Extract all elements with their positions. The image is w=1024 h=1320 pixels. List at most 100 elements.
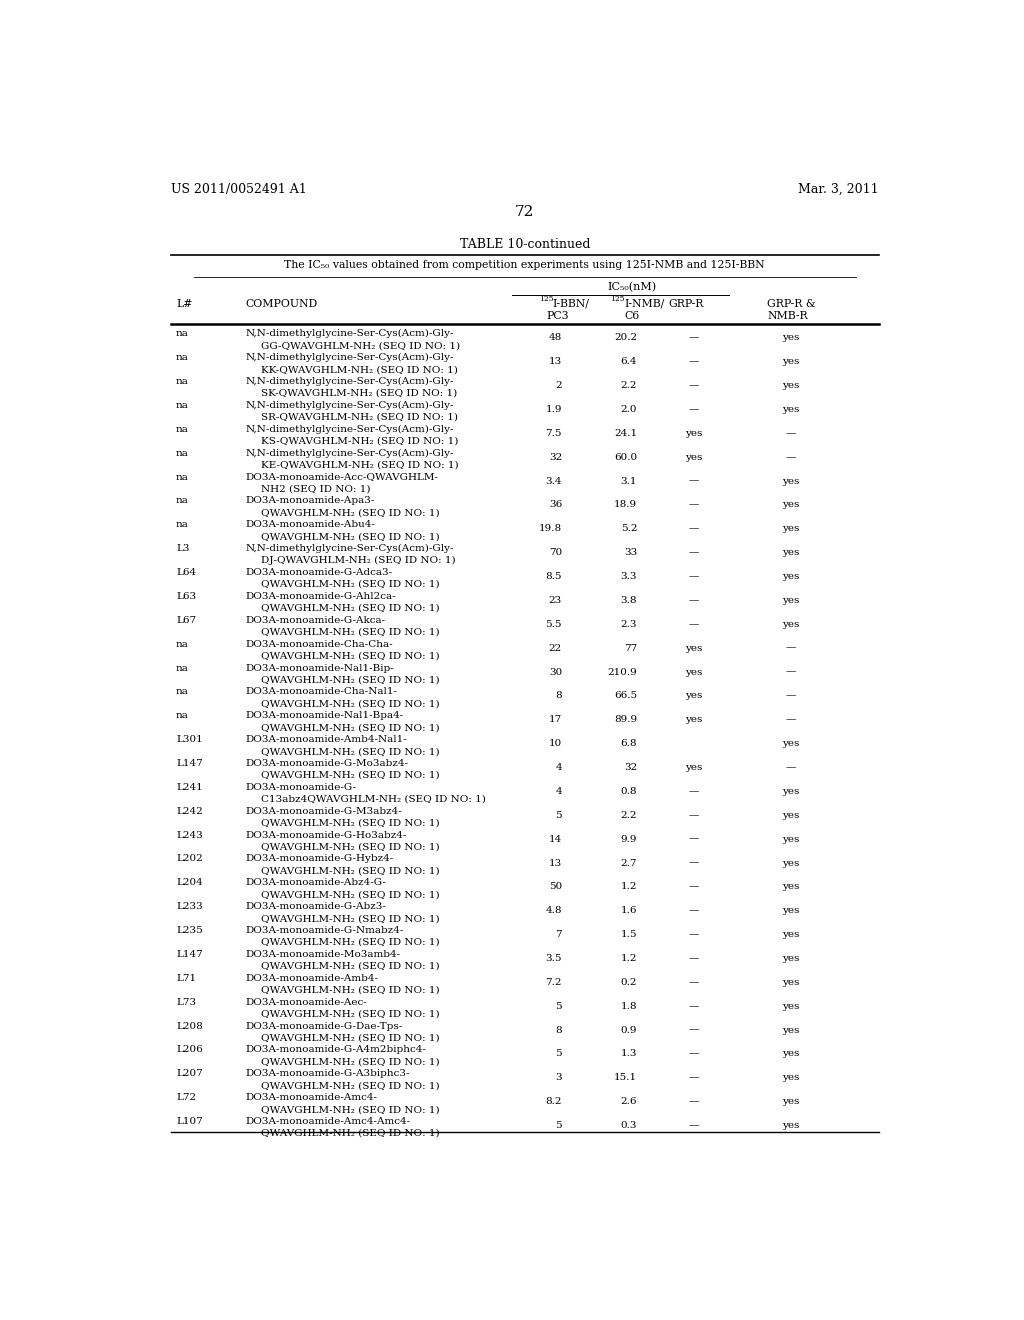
Text: 2.2: 2.2 [621,810,637,820]
Text: L243: L243 [176,830,203,840]
Text: —: — [688,595,699,605]
Text: DO3A-monoamide-Cha-Nal1-: DO3A-monoamide-Cha-Nal1- [246,688,397,697]
Text: DO3A-monoamide-Mo3amb4-: DO3A-monoamide-Mo3amb4- [246,950,401,958]
Text: yes: yes [685,644,702,652]
Text: yes: yes [782,1121,800,1130]
Text: yes: yes [782,405,800,414]
Text: 2.7: 2.7 [621,858,637,867]
Text: GG-QWAVGHLM-NH₂ (SEQ ID NO: 1): GG-QWAVGHLM-NH₂ (SEQ ID NO: 1) [261,342,461,350]
Text: 66.5: 66.5 [614,692,637,701]
Text: QWAVGHLM-NH₂ (SEQ ID NO: 1): QWAVGHLM-NH₂ (SEQ ID NO: 1) [261,771,440,780]
Text: na: na [176,496,188,506]
Text: N,N-dimethylglycine-Ser-Cys(Acm)-Gly-: N,N-dimethylglycine-Ser-Cys(Acm)-Gly- [246,330,455,338]
Text: I-BBN/: I-BBN/ [553,298,590,309]
Text: yes: yes [782,810,800,820]
Text: 2.2: 2.2 [621,381,637,391]
Text: SR-QWAVGHLM-NH₂ (SEQ ID NO: 1): SR-QWAVGHLM-NH₂ (SEQ ID NO: 1) [261,413,459,422]
Text: QWAVGHLM-NH₂ (SEQ ID NO: 1): QWAVGHLM-NH₂ (SEQ ID NO: 1) [261,723,440,733]
Text: 17: 17 [549,715,562,725]
Text: DO3A-monoamide-G-A3biphc3-: DO3A-monoamide-G-A3biphc3- [246,1069,411,1078]
Text: yes: yes [782,548,800,557]
Text: yes: yes [782,787,800,796]
Text: yes: yes [685,715,702,725]
Text: 3.3: 3.3 [621,572,637,581]
Text: 70: 70 [549,548,562,557]
Text: 4: 4 [555,763,562,772]
Text: US 2011/0052491 A1: US 2011/0052491 A1 [171,183,306,197]
Text: yes: yes [685,668,702,677]
Text: yes: yes [782,358,800,366]
Text: yes: yes [782,477,800,486]
Text: QWAVGHLM-NH₂ (SEQ ID NO: 1): QWAVGHLM-NH₂ (SEQ ID NO: 1) [261,1129,440,1138]
Text: N,N-dimethylglycine-Ser-Cys(Acm)-Gly-: N,N-dimethylglycine-Ser-Cys(Acm)-Gly- [246,378,455,387]
Text: 5: 5 [555,1121,562,1130]
Text: 32: 32 [624,763,637,772]
Text: yes: yes [782,834,800,843]
Text: 7.2: 7.2 [546,978,562,987]
Text: —: — [688,882,699,891]
Text: DO3A-monoamide-G-: DO3A-monoamide-G- [246,783,356,792]
Text: yes: yes [782,1097,800,1106]
Text: —: — [688,787,699,796]
Text: QWAVGHLM-NH₂ (SEQ ID NO: 1): QWAVGHLM-NH₂ (SEQ ID NO: 1) [261,1057,440,1067]
Text: L64: L64 [176,568,197,577]
Text: yes: yes [782,1073,800,1082]
Text: 3.4: 3.4 [546,477,562,486]
Text: DO3A-monoamide-G-A4m2biphc4-: DO3A-monoamide-G-A4m2biphc4- [246,1045,427,1055]
Text: 48: 48 [549,334,562,342]
Text: IC₅₀(nM): IC₅₀(nM) [607,282,656,293]
Text: C6: C6 [624,312,639,321]
Text: —: — [688,524,699,533]
Text: QWAVGHLM-NH₂ (SEQ ID NO: 1): QWAVGHLM-NH₂ (SEQ ID NO: 1) [261,939,440,946]
Text: SK-QWAVGHLM-NH₂ (SEQ ID NO: 1): SK-QWAVGHLM-NH₂ (SEQ ID NO: 1) [261,389,458,399]
Text: DO3A-monoamide-Acc-QWAVGHLM-: DO3A-monoamide-Acc-QWAVGHLM- [246,473,439,482]
Text: —: — [688,907,699,915]
Text: 5: 5 [555,1049,562,1059]
Text: 20.2: 20.2 [614,334,637,342]
Text: COMPOUND: COMPOUND [246,298,318,309]
Text: 0.2: 0.2 [621,978,637,987]
Text: na: na [176,378,188,385]
Text: 5.5: 5.5 [546,620,562,628]
Text: 1.2: 1.2 [621,954,637,964]
Text: 33: 33 [624,548,637,557]
Text: L147: L147 [176,950,203,958]
Text: 1.5: 1.5 [621,931,637,939]
Text: —: — [688,1049,699,1059]
Text: 3: 3 [555,1073,562,1082]
Text: DO3A-monoamide-Nal1-Bip-: DO3A-monoamide-Nal1-Bip- [246,664,394,672]
Text: 1.6: 1.6 [621,907,637,915]
Text: 1.3: 1.3 [621,1049,637,1059]
Text: na: na [176,664,188,672]
Text: DO3A-monoamide-G-M3abz4-: DO3A-monoamide-G-M3abz4- [246,807,402,816]
Text: 32: 32 [549,453,562,462]
Text: 210.9: 210.9 [607,668,637,677]
Text: 0.3: 0.3 [621,1121,637,1130]
Text: 60.0: 60.0 [614,453,637,462]
Text: na: na [176,401,188,411]
Text: N,N-dimethylglycine-Ser-Cys(Acm)-Gly-: N,N-dimethylglycine-Ser-Cys(Acm)-Gly- [246,354,455,362]
Text: 3.5: 3.5 [546,954,562,964]
Text: L233: L233 [176,903,203,911]
Text: 6.8: 6.8 [621,739,637,748]
Text: DO3A-monoamide-Cha-Cha-: DO3A-monoamide-Cha-Cha- [246,640,393,648]
Text: QWAVGHLM-NH₂ (SEQ ID NO: 1): QWAVGHLM-NH₂ (SEQ ID NO: 1) [261,508,440,517]
Text: L301: L301 [176,735,203,744]
Text: DO3A-monoamide-Amc4-: DO3A-monoamide-Amc4- [246,1093,378,1102]
Text: —: — [785,692,796,701]
Text: na: na [176,449,188,458]
Text: L206: L206 [176,1045,203,1055]
Text: L107: L107 [176,1117,203,1126]
Text: 19.8: 19.8 [539,524,562,533]
Text: 7.5: 7.5 [546,429,562,438]
Text: QWAVGHLM-NH₂ (SEQ ID NO: 1): QWAVGHLM-NH₂ (SEQ ID NO: 1) [261,700,440,709]
Text: QWAVGHLM-NH₂ (SEQ ID NO: 1): QWAVGHLM-NH₂ (SEQ ID NO: 1) [261,1105,440,1114]
Text: QWAVGHLM-NH₂ (SEQ ID NO: 1): QWAVGHLM-NH₂ (SEQ ID NO: 1) [261,915,440,923]
Text: —: — [688,405,699,414]
Text: The IC₅₀ values obtained from competition experiments using 125I-NMB and 125I-BB: The IC₅₀ values obtained from competitio… [285,260,765,271]
Text: 89.9: 89.9 [614,715,637,725]
Text: 9.9: 9.9 [621,834,637,843]
Text: na: na [176,473,188,482]
Text: 0.9: 0.9 [621,1026,637,1035]
Text: 4.8: 4.8 [546,907,562,915]
